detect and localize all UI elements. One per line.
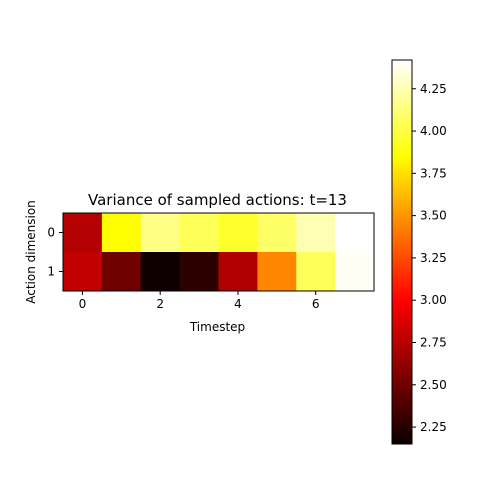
heatmap-cell [335, 252, 375, 292]
colorbar-tick-label: 3.50 [420, 209, 447, 223]
x-tick-label: 0 [79, 297, 87, 311]
heatmap-cell [296, 252, 336, 292]
heatmap-cell [140, 213, 181, 253]
chart-title: Variance of sampled actions: t=13 [88, 191, 347, 209]
colorbar-tick-label: 3.25 [420, 251, 447, 265]
heatmap-cell [140, 252, 181, 292]
heatmap-cell [63, 252, 103, 292]
colorbar-tick-label: 2.75 [420, 336, 447, 350]
x-axis-label: Timestep [189, 320, 245, 334]
heatmap [63, 213, 375, 292]
colorbar [391, 59, 413, 445]
x-tick-label: 6 [312, 297, 320, 311]
heatmap-cell [257, 252, 297, 292]
x-tick-label: 4 [234, 297, 242, 311]
heatmap-cell [335, 213, 375, 253]
heatmap-cell [101, 213, 142, 253]
heatmap-frame [62, 212, 375, 292]
y-tick-label: 1 [47, 265, 55, 279]
x-axis: 0 2 4 6 [79, 291, 320, 311]
colorbar-tick-label: 2.25 [420, 420, 447, 434]
heatmap-cell [257, 213, 297, 253]
colorbar-tick-label: 4.00 [420, 124, 447, 138]
x-tick-label: 2 [156, 297, 164, 311]
colorbar-tick-label: 2.50 [420, 378, 447, 392]
heatmap-cell [218, 213, 258, 253]
heatmap-cell [179, 252, 219, 292]
y-axis-label: Action dimension [24, 200, 38, 304]
heatmap-cell [218, 252, 258, 292]
y-axis: 01 [47, 226, 63, 279]
heatmap-cell [179, 213, 219, 253]
heatmap-cell [63, 213, 103, 253]
colorbar-tick-label: 3.75 [420, 166, 447, 180]
heatmap-cell [296, 213, 336, 253]
colorbar-tick-label: 4.25 [420, 82, 447, 96]
heatmap-cell [101, 252, 142, 292]
y-tick-label: 0 [47, 226, 55, 240]
colorbar-tick-label: 3.00 [420, 293, 447, 307]
colorbar-ticks: 2.25 2.50 2.75 3.00 3.25 3.50 3.75 4.00 4.25 [412, 82, 447, 434]
